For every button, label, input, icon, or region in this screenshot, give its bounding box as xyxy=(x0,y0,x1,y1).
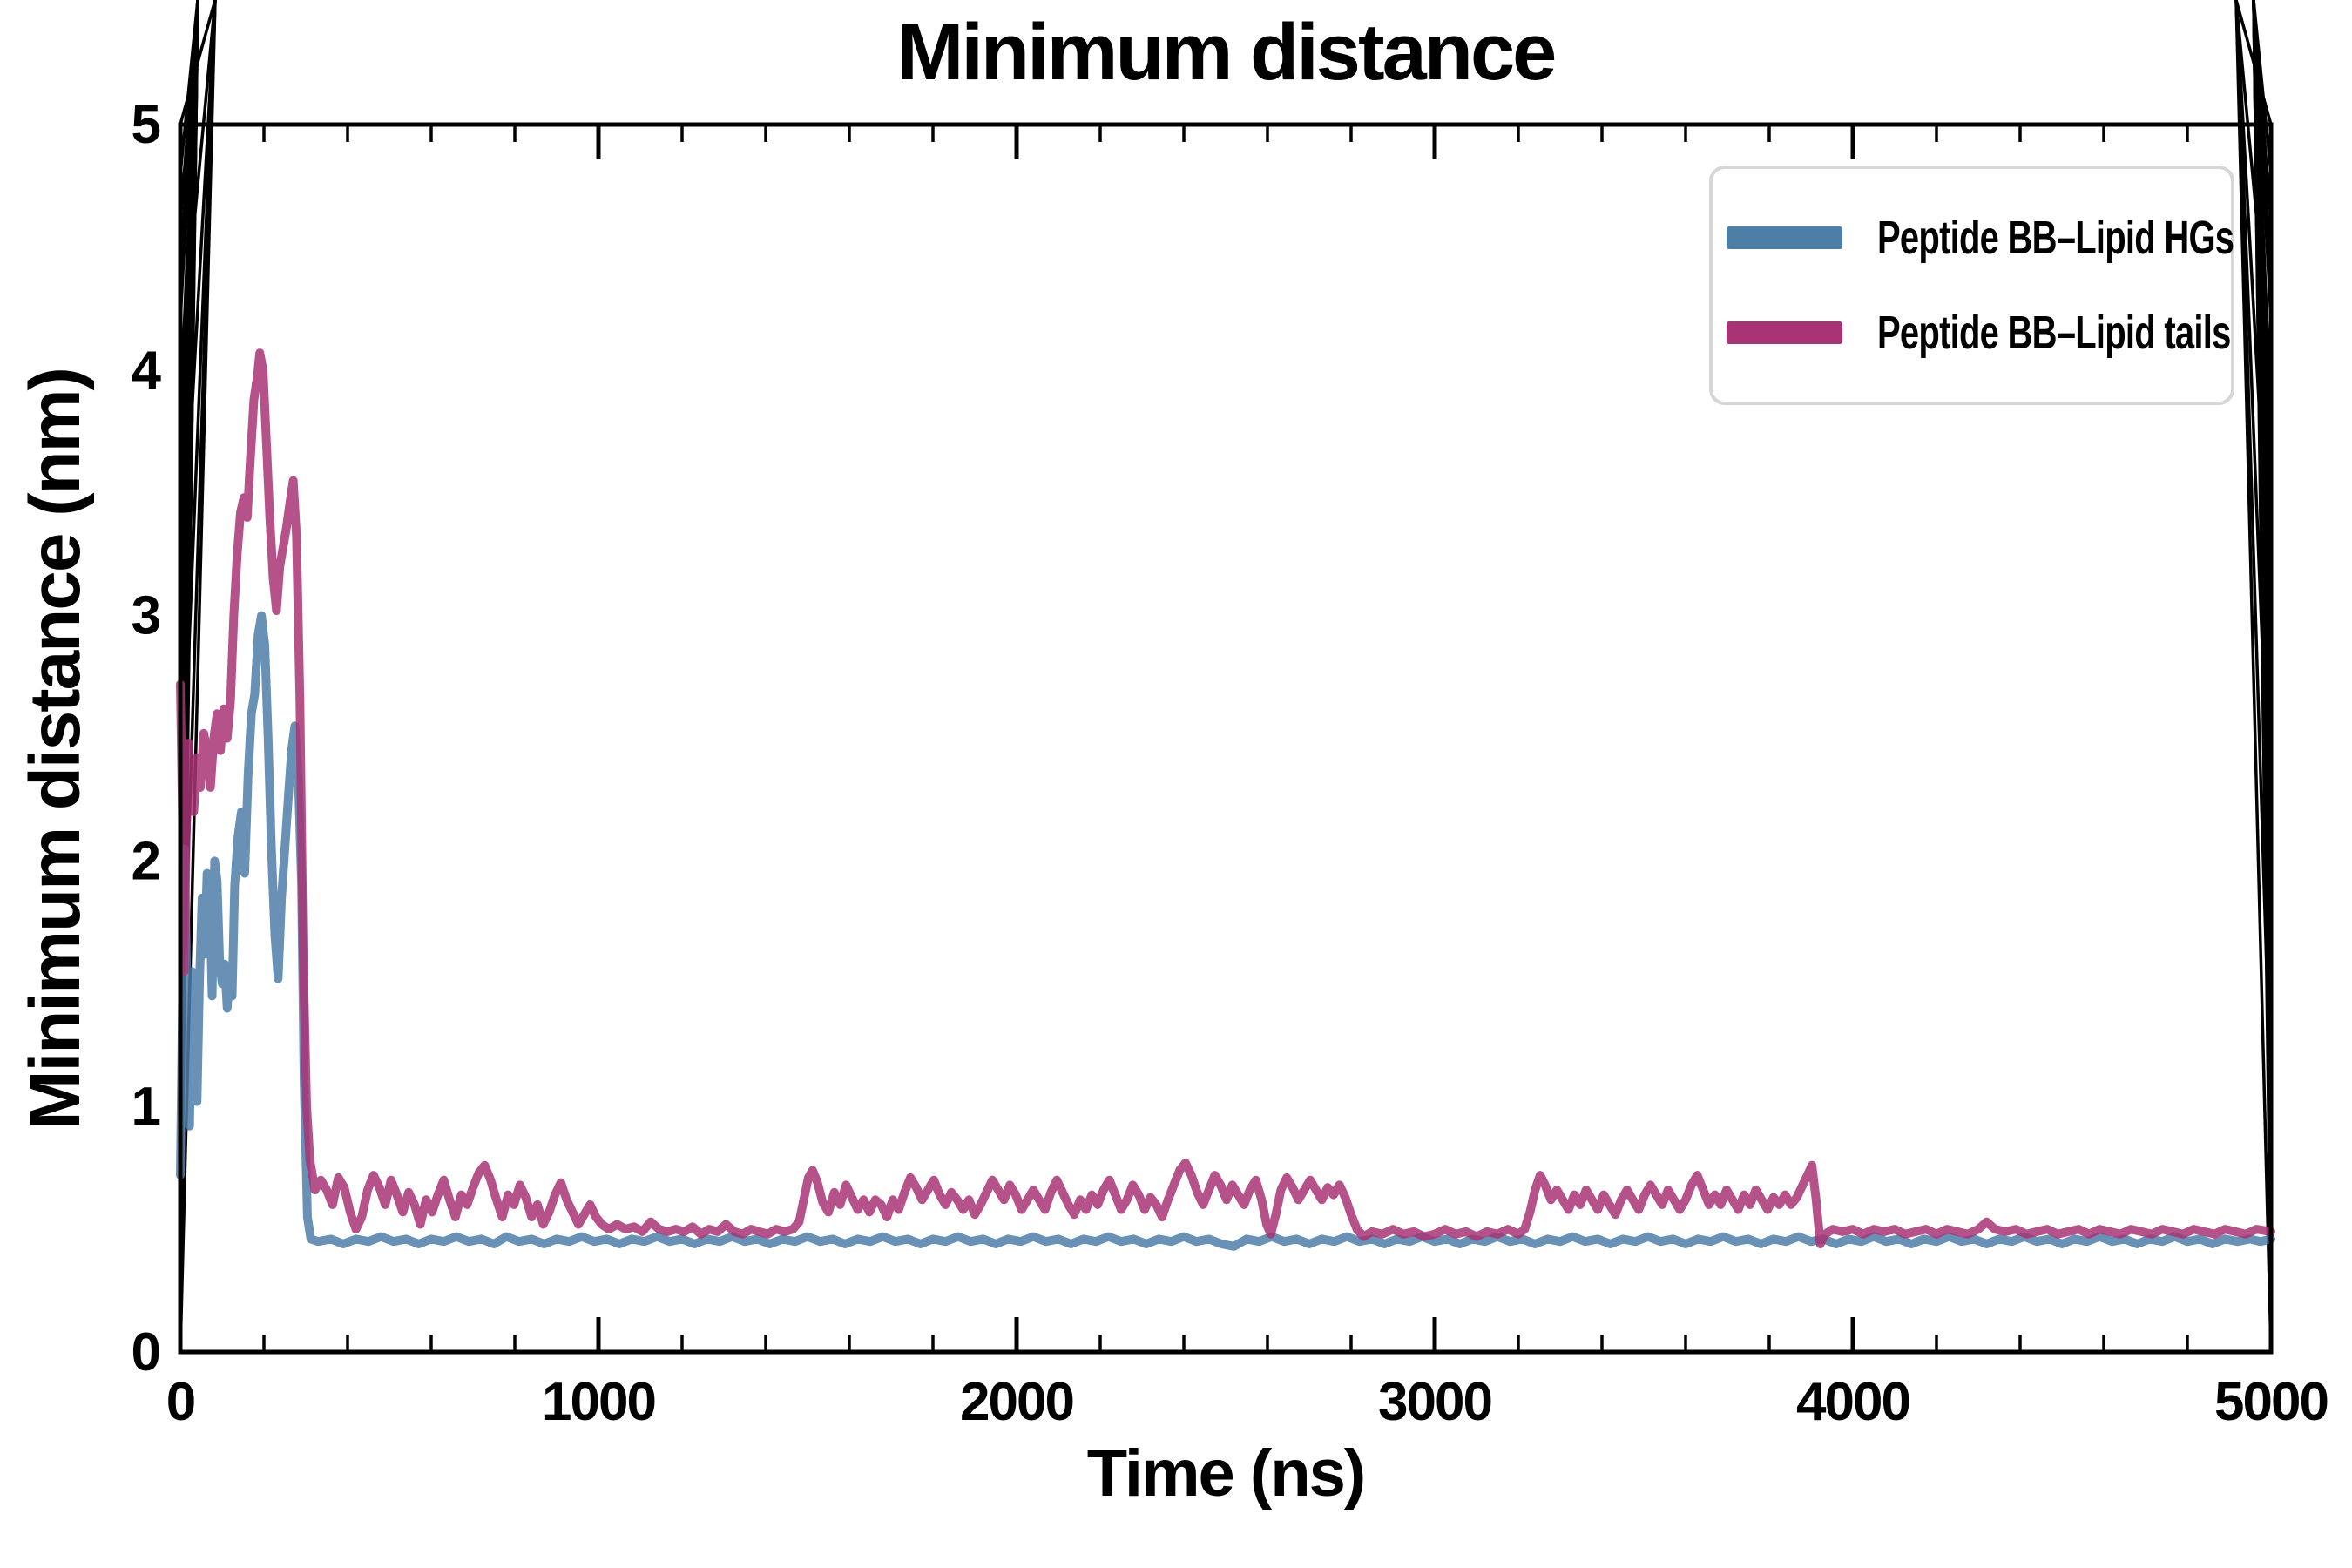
svg-text:0: 0 xyxy=(132,1322,159,1382)
svg-text:5: 5 xyxy=(132,95,160,155)
svg-text:4000: 4000 xyxy=(1796,1372,1909,1432)
svg-text:2000: 2000 xyxy=(960,1372,1073,1432)
svg-text:5000: 5000 xyxy=(2214,1372,2328,1432)
legend-label-tails: Peptide BB–Lipid tails xyxy=(1877,307,2231,360)
legend-line-swatch-tails xyxy=(1727,321,1842,345)
svg-text:2: 2 xyxy=(132,831,159,891)
legend-item-hgs: Peptide BB–Lipid HGs xyxy=(1727,211,2234,265)
legend-label-hgs: Peptide BB–Lipid HGs xyxy=(1877,211,2234,264)
chart-title: Minimum distance xyxy=(896,8,1558,97)
svg-text:0: 0 xyxy=(166,1372,194,1432)
x-axis-label: Time (ns) xyxy=(1086,1436,1366,1511)
svg-text:1: 1 xyxy=(132,1077,160,1137)
svg-text:1000: 1000 xyxy=(542,1372,655,1432)
legend-item-tails: Peptide BB–Lipid tails xyxy=(1727,306,2231,360)
svg-text:3: 3 xyxy=(132,586,160,646)
y-axis-label: Minimum distance (nm) xyxy=(16,368,95,1130)
legend: Peptide BB–Lipid HGs Peptide BB–Lipid ta… xyxy=(1709,166,2234,405)
svg-text:4: 4 xyxy=(132,341,162,401)
svg-text:3000: 3000 xyxy=(1378,1372,1491,1432)
legend-line-swatch-hgs xyxy=(1727,226,1842,249)
